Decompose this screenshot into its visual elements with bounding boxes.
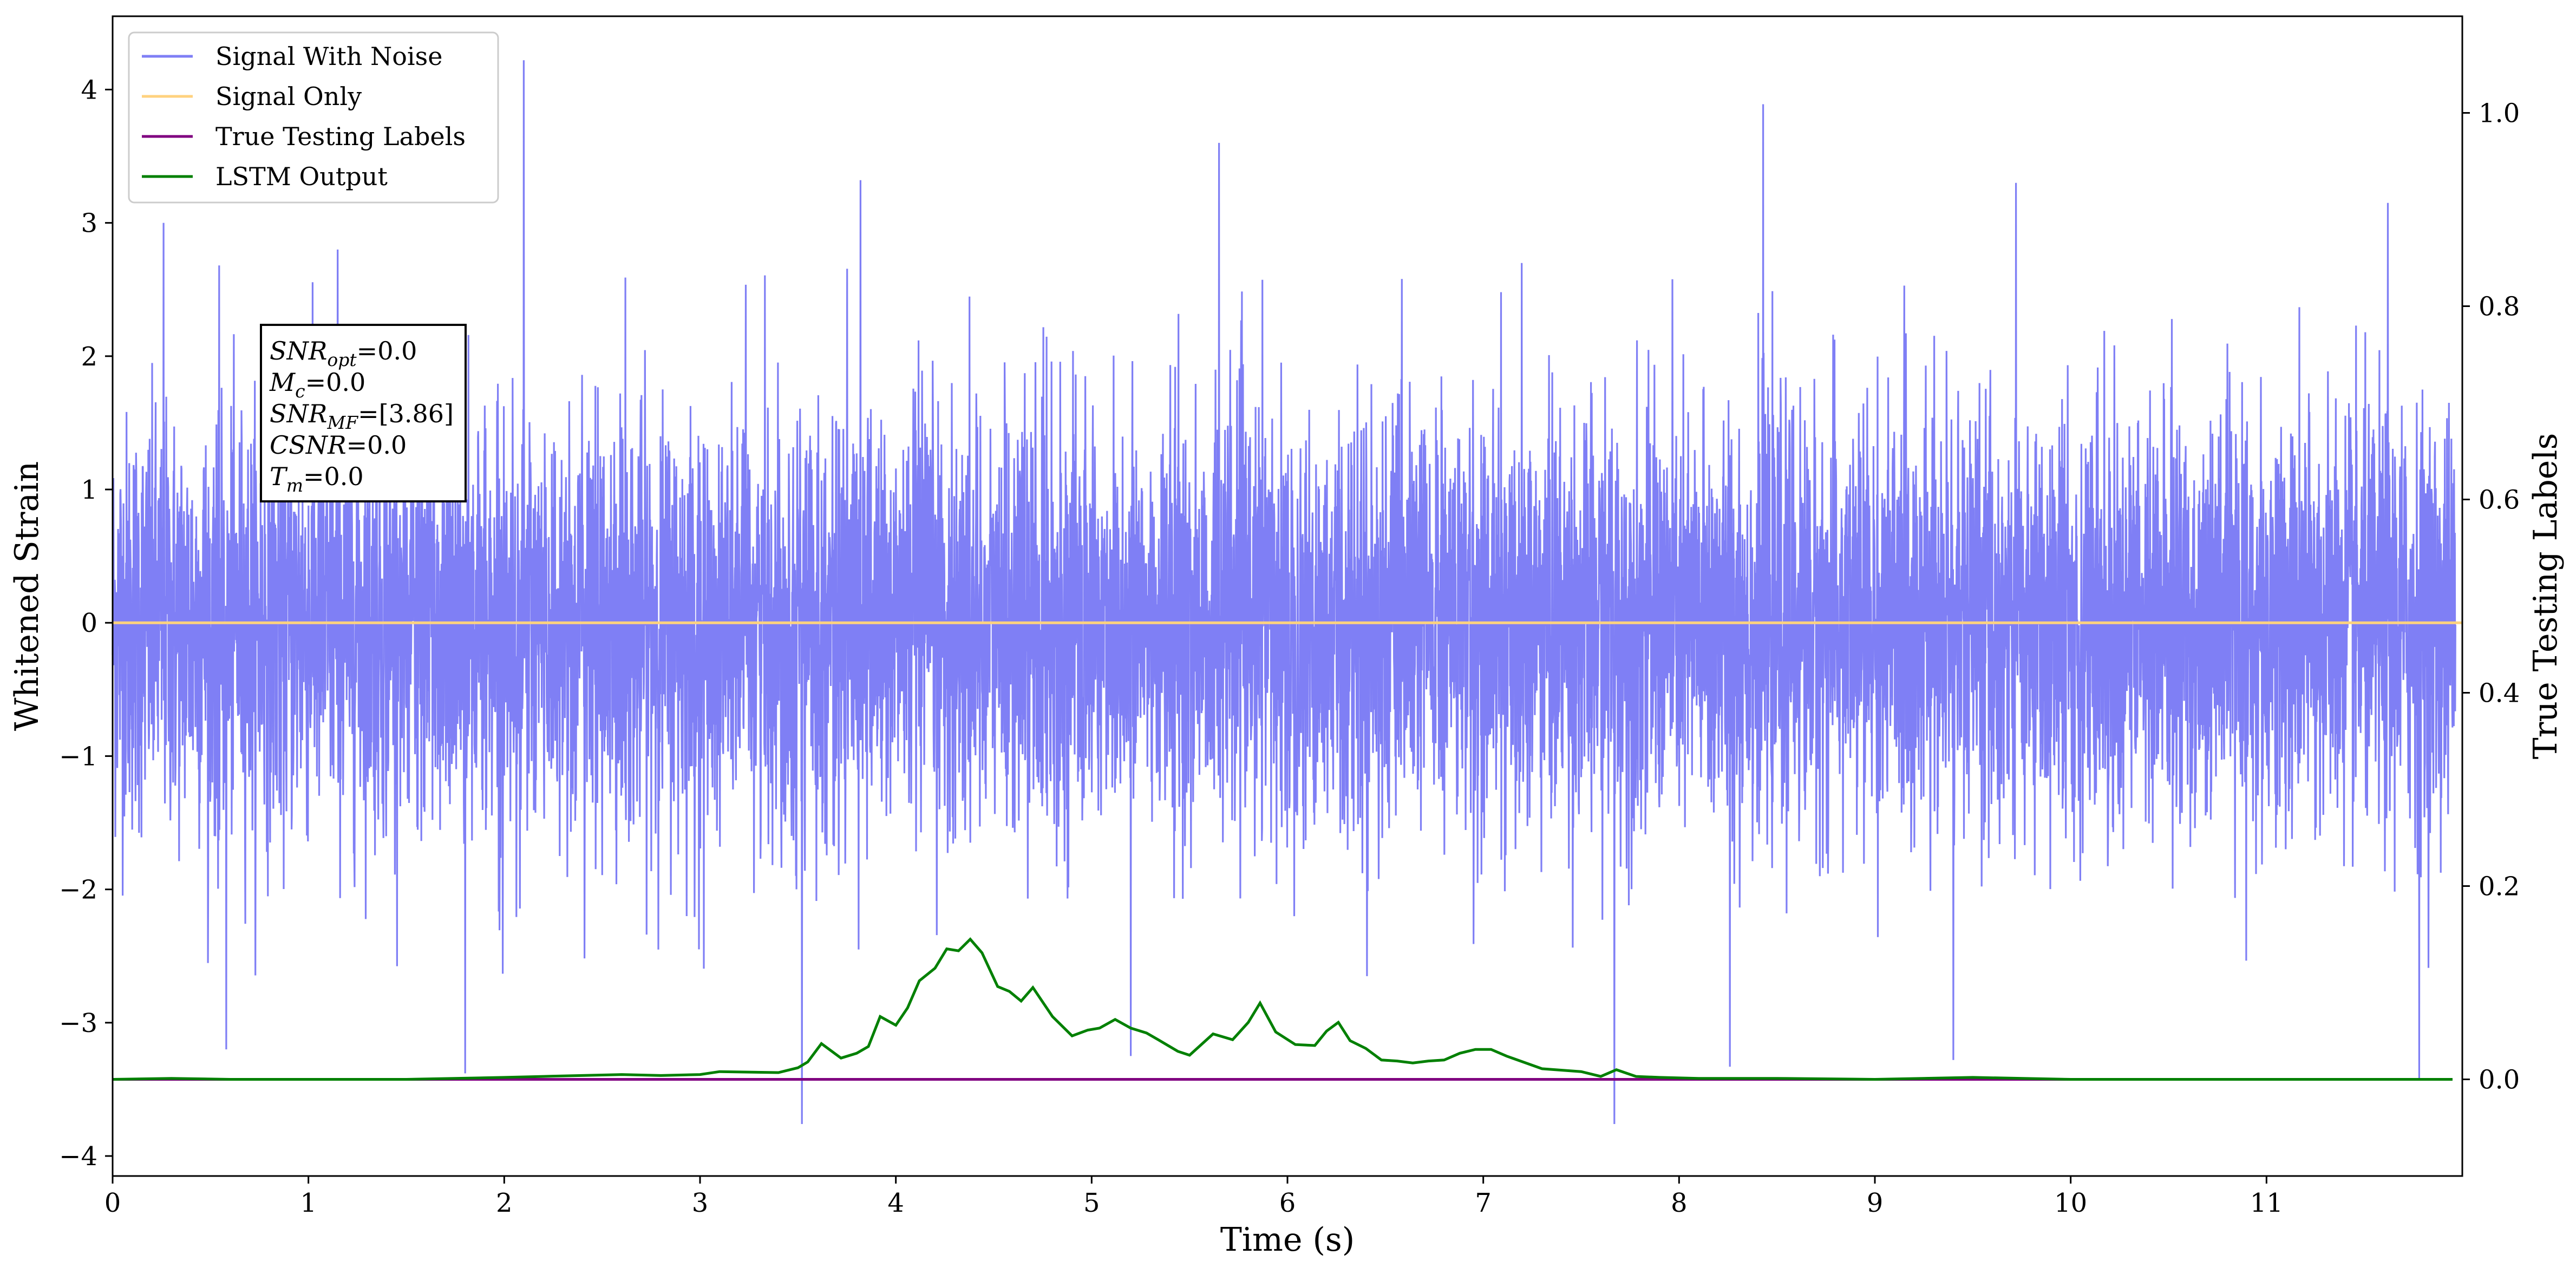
signal-with-noise-series [112, 60, 2456, 1125]
y-tick-label: −1 [59, 741, 97, 772]
y-axis-label: Whitened Strain [8, 461, 46, 731]
legend-label: Signal Only [215, 82, 362, 111]
y-tick-label: 4 [81, 75, 97, 105]
y-right-tick-label: 0.2 [2479, 872, 2520, 902]
y-right-tick-label: 0.4 [2479, 678, 2520, 709]
y-right-tick-label: 0.0 [2479, 1065, 2520, 1095]
x-tick-label: 2 [496, 1188, 513, 1218]
x-tick-label: 9 [1867, 1188, 1884, 1218]
x-tick-label: 0 [104, 1188, 121, 1218]
annotation-line: Tm=0.0 [270, 462, 364, 496]
x-tick-label: 6 [1279, 1188, 1296, 1218]
legend: Signal With Noise Signal Only True Testing… [128, 31, 499, 204]
x-tick-label: 7 [1475, 1188, 1492, 1218]
y-axis-left: −4 −3 −2 −1 0 1 2 3 4 [59, 75, 113, 1172]
y-right-tick-label: 0.6 [2479, 485, 2520, 515]
y-tick-label: −2 [59, 875, 97, 905]
lstm-output-line [112, 937, 2453, 1081]
x-axis-label: Time (s) [1220, 1221, 1355, 1259]
annotation-line: CSNR=0.0 [270, 430, 407, 460]
annotation-frame [260, 324, 467, 502]
y-right-tick-label: 1.0 [2479, 99, 2520, 129]
y-tick-label: −4 [59, 1141, 97, 1172]
x-axis: 0 1 2 3 4 5 6 7 8 9 10 11 [104, 1176, 2283, 1218]
annotation-line: Mc=0.0 [269, 368, 365, 402]
x-tick-label: 10 [2054, 1188, 2087, 1218]
legend-label: Signal With Noise [215, 42, 442, 71]
parameter-annotation-box: SNRopt=0.0Mc=0.0SNRMF=[3.86]CSNR=0.0Tm=0… [260, 324, 467, 502]
annotation-line: SNRopt=0.0 [270, 336, 417, 370]
y-axis-right-label: True Testing Labels [2527, 433, 2565, 760]
legend-frame [128, 31, 499, 204]
legend-label: LSTM Output [215, 162, 388, 191]
y-axis-right: 0.0 0.2 0.4 0.6 0.8 1.0 [2462, 99, 2520, 1095]
y-tick-label: 2 [81, 342, 97, 372]
y-tick-label: −3 [59, 1008, 97, 1038]
x-tick-label: 3 [692, 1188, 709, 1218]
x-tick-label: 1 [300, 1188, 317, 1218]
x-tick-label: 8 [1671, 1188, 1688, 1218]
annotation-line: SNRMF=[3.86] [270, 399, 454, 433]
x-tick-label: 11 [2250, 1188, 2283, 1218]
series-lines [112, 621, 2462, 1081]
y-tick-label: 3 [81, 208, 97, 239]
y-right-tick-label: 0.8 [2479, 292, 2520, 322]
y-tick-label: 1 [81, 475, 97, 505]
y-tick-label: 0 [81, 608, 97, 638]
legend-label: True Testing Labels [215, 122, 466, 151]
x-tick-label: 4 [887, 1188, 904, 1218]
signal-with-noise-line [112, 60, 2456, 1125]
x-tick-label: 5 [1083, 1188, 1100, 1218]
